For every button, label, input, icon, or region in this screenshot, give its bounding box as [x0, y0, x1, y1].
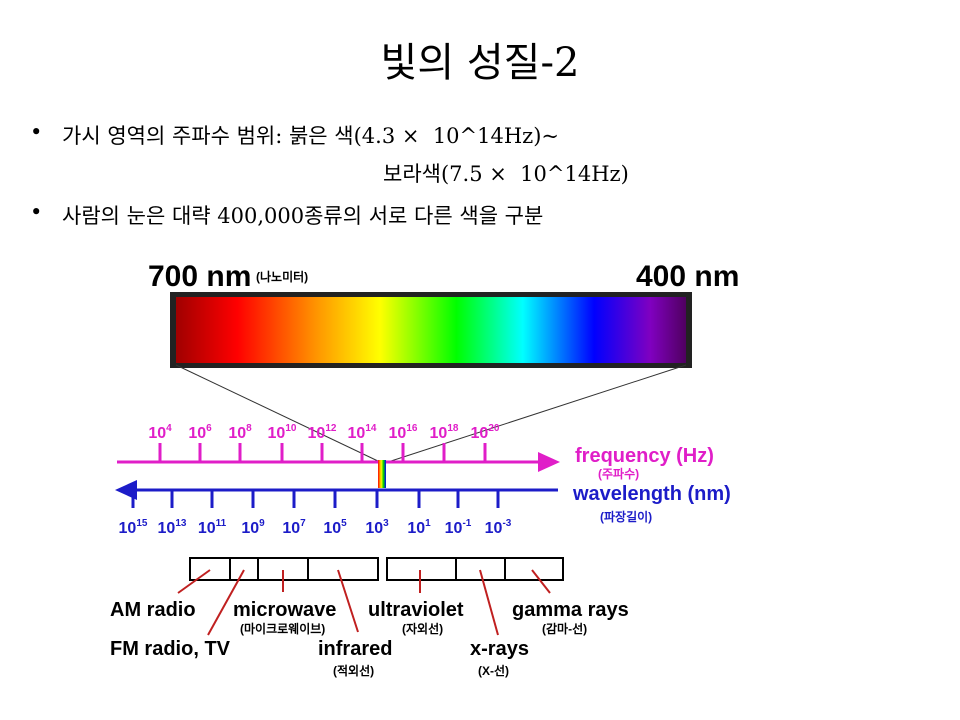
tick-exponent: 13: [175, 518, 187, 529]
tick-base: 10: [198, 520, 216, 537]
tick-base: 10: [188, 425, 206, 442]
band-pointers: [177, 569, 551, 636]
band-label: FM radio, TV: [110, 638, 231, 660]
tick-label: 1016: [389, 423, 418, 442]
tick-label: 10-1: [445, 518, 472, 537]
tick-exponent: 15: [136, 518, 148, 529]
tick-base: 10: [148, 425, 166, 442]
zoom-line: [387, 364, 687, 463]
band-label: microwave: [233, 599, 336, 621]
wavelength-label: wavelength (nm): [572, 483, 731, 505]
tick-base: 10: [158, 520, 176, 537]
tick-exponent: 14: [365, 423, 377, 434]
tick-base: 10: [282, 520, 300, 537]
tick-exponent: 1: [425, 518, 431, 529]
tick-label: 104: [148, 423, 172, 442]
band-note: (적외선): [333, 663, 374, 678]
tick-label: 1018: [430, 423, 459, 442]
tick-base: 10: [471, 425, 489, 442]
tick-label: 108: [228, 423, 252, 442]
band-note: (X-선): [478, 663, 509, 678]
tick-exponent: 7: [300, 518, 306, 529]
band-label: x-rays: [470, 638, 529, 660]
tick-label: 1014: [348, 423, 377, 442]
band-label: AM radio: [110, 599, 196, 621]
tick-base: 10: [241, 520, 259, 537]
bullet-continuation: 보라색(7.5 × 10^14Hz): [383, 162, 629, 186]
tick-base: 10: [348, 425, 366, 442]
band-note: (마이크로웨이브): [240, 621, 325, 636]
band-note: (감마-선): [542, 621, 587, 636]
tick-base: 10: [389, 425, 407, 442]
tick-exponent: 11: [216, 518, 227, 529]
tick-exponent: 6: [206, 423, 212, 434]
tick-exponent: 5: [341, 518, 347, 529]
visible-spectrum: [176, 297, 686, 363]
tick-label: 1011: [198, 518, 227, 537]
arrowhead: [538, 452, 560, 472]
tick-base: 10: [365, 520, 383, 537]
tick-base: 10: [430, 425, 448, 442]
tick-exponent: 8: [246, 423, 252, 434]
tick-label: 107: [282, 518, 306, 537]
tick-exponent: 12: [325, 423, 337, 434]
tick-base: 10: [445, 520, 463, 537]
tick-label: 106: [188, 423, 212, 442]
tick-exponent: 18: [447, 423, 459, 434]
frequency-label: frequency (Hz): [575, 445, 714, 467]
tick-base: 10: [228, 425, 246, 442]
tick-exponent: -3: [502, 518, 511, 529]
tick-label: 103: [365, 518, 389, 537]
tick-label: 105: [323, 518, 347, 537]
tick-exponent: 9: [259, 518, 265, 529]
tick-label: 1013: [158, 518, 187, 537]
tick-base: 10: [268, 425, 286, 442]
tick-label: 101: [407, 518, 431, 537]
bullet-text: 사람의 눈은 대략 400,000종류의 서로 다른 색을 구분: [62, 204, 544, 228]
left-wavelength: 700 nm: [148, 260, 251, 293]
bullet-text: 가시 영역의 주파수 범위: 붉은 색(4.3 × 10^14Hz)~: [62, 124, 560, 148]
tick-exponent: 10: [285, 423, 297, 434]
tick-label: 1015: [119, 518, 148, 537]
tick-exponent: 20: [488, 423, 500, 434]
zoom-line: [175, 364, 381, 463]
frequency-note: (주파수): [598, 466, 639, 481]
band-label: ultraviolet: [368, 599, 464, 621]
tick-base: 10: [485, 520, 503, 537]
tick-label: 109: [241, 518, 265, 537]
tick-exponent: -1: [462, 518, 471, 529]
visible-band: [378, 460, 386, 488]
tick-label: 10-3: [485, 518, 512, 537]
tick-exponent: 16: [406, 423, 418, 434]
unit-note: (나노미터): [256, 269, 308, 284]
tick-label: 1010: [268, 423, 297, 442]
tick-base: 10: [323, 520, 341, 537]
band-boxes: [189, 557, 564, 581]
wavelength-note: (파장길이): [600, 509, 652, 524]
band-label: infrared: [318, 638, 392, 660]
band-note: (자외선): [402, 621, 443, 636]
tick-base: 10: [308, 425, 326, 442]
tick-label: 1012: [308, 423, 337, 442]
tick-exponent: 4: [166, 423, 172, 434]
right-wavelength: 400 nm: [636, 260, 739, 293]
tick-exponent: 3: [383, 518, 389, 529]
tick-label: 1020: [471, 423, 500, 442]
slide-title: 빛의 성질-2: [380, 40, 580, 86]
tick-base: 10: [407, 520, 425, 537]
tick-base: 10: [119, 520, 137, 537]
band-label: gamma rays: [512, 599, 629, 621]
